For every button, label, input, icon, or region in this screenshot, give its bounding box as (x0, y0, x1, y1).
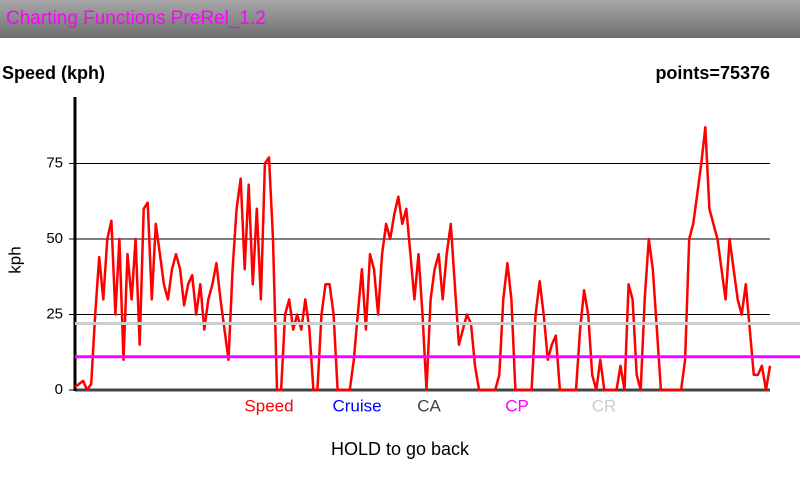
chart-title: Speed (kph) (2, 63, 105, 83)
y-tick-label: 50 (46, 230, 63, 247)
speed-line (74, 125, 772, 392)
title-bar: Charting Functions PreRel_1.2 (0, 0, 800, 38)
legend-entry: Speed (244, 396, 293, 415)
legend-entry: CA (417, 396, 441, 415)
chart: Speed (kph) points=75376 kph HOLD to go … (2, 63, 800, 459)
legend-entry: Cruise (332, 396, 381, 415)
y-axis-label: kph (5, 246, 24, 273)
points-count: points=75376 (655, 63, 770, 83)
y-tick-label: 75 (46, 154, 63, 171)
hold-hint[interactable]: HOLD to go back (331, 439, 470, 459)
y-tick-label: 25 (46, 305, 63, 322)
legend-entry: CP (505, 396, 529, 415)
app-title: Charting Functions PreRel_1.2 (6, 8, 266, 29)
legend-entry: CR (592, 396, 617, 415)
y-tick-label: 0 (55, 381, 63, 398)
